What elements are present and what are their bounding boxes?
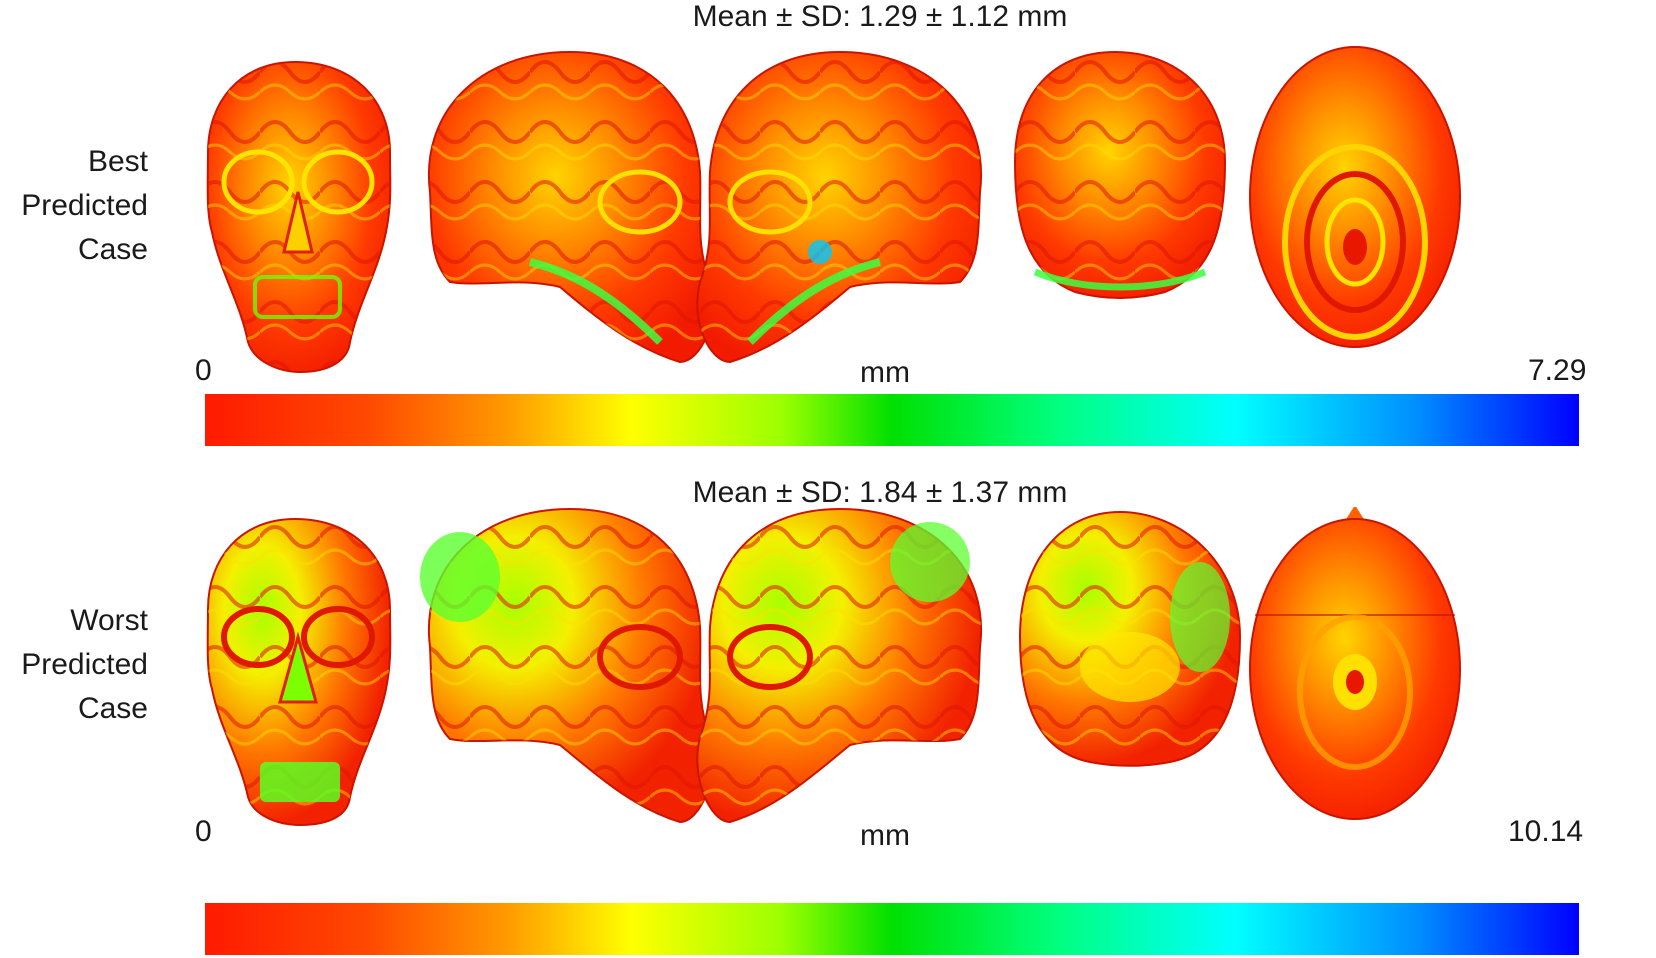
worst-row-label: Worst Predicted Case xyxy=(0,599,148,731)
best-mean-sd-title: Mean ± SD: 1.29 ± 1.12 mm xyxy=(692,0,1068,33)
worst-scale-max: 10.14 xyxy=(1508,815,1584,848)
best-scale-min: 0 xyxy=(195,354,212,387)
best-skull-right-lateral xyxy=(696,50,983,364)
worst-colorbar xyxy=(205,903,1579,955)
best-skull-views xyxy=(200,42,1650,382)
worst-skull-posterior xyxy=(1018,510,1242,767)
best-skull-posterior xyxy=(1013,50,1227,299)
best-colorbar xyxy=(205,394,1579,446)
best-row-label-line3: Case xyxy=(77,233,148,266)
best-scale-max: 7.29 xyxy=(1528,354,1587,387)
worst-row-label-line1: Worst xyxy=(70,604,148,637)
worst-skull-superior xyxy=(1249,507,1461,820)
best-row-label-line1: Best xyxy=(87,145,148,178)
worst-skull-frontal xyxy=(206,517,392,827)
worst-row-label-line3: Case xyxy=(77,692,148,725)
worst-scale-unit: mm xyxy=(860,819,910,852)
worst-case-panel: Mean ± SD: 1.84 ± 1.37 mm Worst Predicte… xyxy=(0,476,1656,958)
best-skull-superior xyxy=(1249,46,1461,348)
best-skull-frontal xyxy=(206,60,392,374)
best-row-label: Best Predicted Case xyxy=(0,140,148,272)
best-row-label-line2: Predicted xyxy=(21,189,148,222)
best-case-panel: Mean ± SD: 1.29 ± 1.12 mm Best Predicted… xyxy=(0,0,1650,446)
best-scale-unit: mm xyxy=(860,356,910,389)
worst-mean-sd-title: Mean ± SD: 1.84 ± 1.37 mm xyxy=(692,476,1068,509)
worst-row-label-line2: Predicted xyxy=(21,648,148,681)
worst-skull-left-lateral xyxy=(420,507,714,824)
worst-skull-views xyxy=(200,507,1650,847)
worst-scale-min: 0 xyxy=(195,815,212,848)
best-skull-left-lateral xyxy=(427,50,714,364)
worst-skull-right-lateral xyxy=(696,507,983,824)
